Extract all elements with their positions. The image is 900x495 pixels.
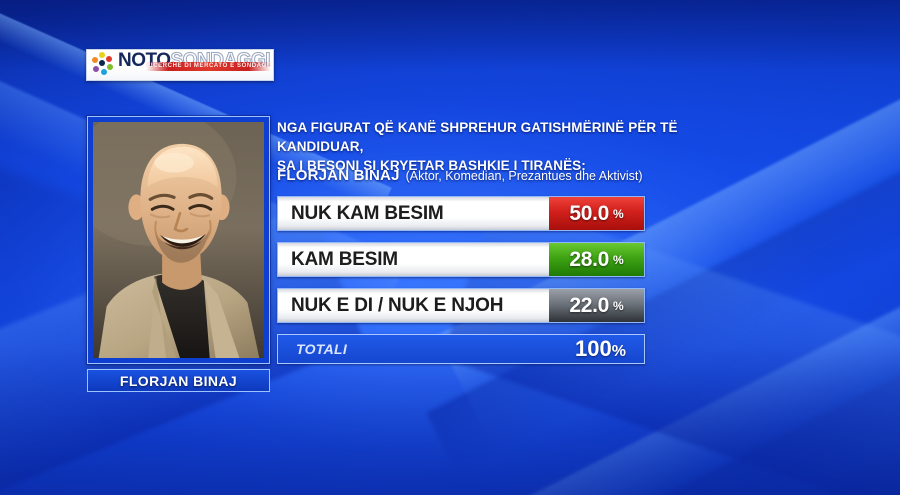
logo-wordmark: NOTOSONDAGGI RICERCHE DI MERCATO E SONDA… bbox=[118, 50, 273, 71]
result-label: NUK E DI / NUK E NJOH bbox=[291, 294, 504, 316]
result-unit: % bbox=[613, 298, 624, 313]
total-label: TOTALI bbox=[296, 341, 348, 357]
poll-question-line2: SA I BESONI SI KRYETAR BASHKIE I TIRANËS… bbox=[277, 158, 586, 173]
result-label: KAM BESIM bbox=[291, 248, 398, 270]
background-bottom-shade bbox=[0, 345, 900, 495]
result-value: 28.0 bbox=[569, 247, 609, 271]
portrait-caption: FLORJAN BINAJ bbox=[87, 369, 270, 392]
portrait-frame bbox=[87, 116, 270, 364]
subject-name: FLORJAN BINAJ bbox=[277, 167, 400, 184]
result-value-badge: 50.0 % bbox=[549, 197, 644, 230]
result-value: 50.0 bbox=[569, 201, 609, 225]
portrait-illustration bbox=[93, 122, 264, 358]
total-value-group: 100% bbox=[575, 336, 644, 362]
poll-subject: FLORJAN BINAJ (Aktor, Komedian, Prezantue… bbox=[277, 167, 643, 185]
poll-question-line1: NGA FIGURAT QË KANË SHPREHUR GATISHMËRIN… bbox=[277, 120, 678, 154]
result-unit: % bbox=[613, 252, 624, 267]
poll-question: NGA FIGURAT QË KANË SHPREHUR GATISHMËRIN… bbox=[277, 118, 747, 175]
colored-dots-icon bbox=[90, 51, 116, 77]
logo-tagline: RICERCHE DI MERCATO E SONDAGGI bbox=[146, 62, 271, 71]
result-row: NUK E DI / NUK E NJOH 22.0 % bbox=[277, 288, 645, 323]
result-unit: % bbox=[613, 206, 624, 221]
noto-sondaggi-logo: NOTOSONDAGGI RICERCHE DI MERCATO E SONDA… bbox=[86, 49, 274, 81]
result-label: NUK KAM BESIM bbox=[291, 202, 444, 224]
result-row: KAM BESIM 28.0 % bbox=[277, 242, 645, 277]
portrait-photo bbox=[93, 122, 264, 358]
result-value: 22.0 bbox=[569, 293, 609, 317]
result-value-badge: 22.0 % bbox=[549, 289, 644, 322]
result-value-badge: 28.0 % bbox=[549, 243, 644, 276]
subject-role: (Aktor, Komedian, Prezantues dhe Aktivis… bbox=[405, 169, 643, 183]
total-value: 100 bbox=[575, 336, 612, 361]
total-row: TOTALI 100% bbox=[277, 334, 645, 364]
total-unit: % bbox=[611, 343, 626, 360]
result-row: NUK KAM BESIM 50.0 % bbox=[277, 196, 645, 231]
